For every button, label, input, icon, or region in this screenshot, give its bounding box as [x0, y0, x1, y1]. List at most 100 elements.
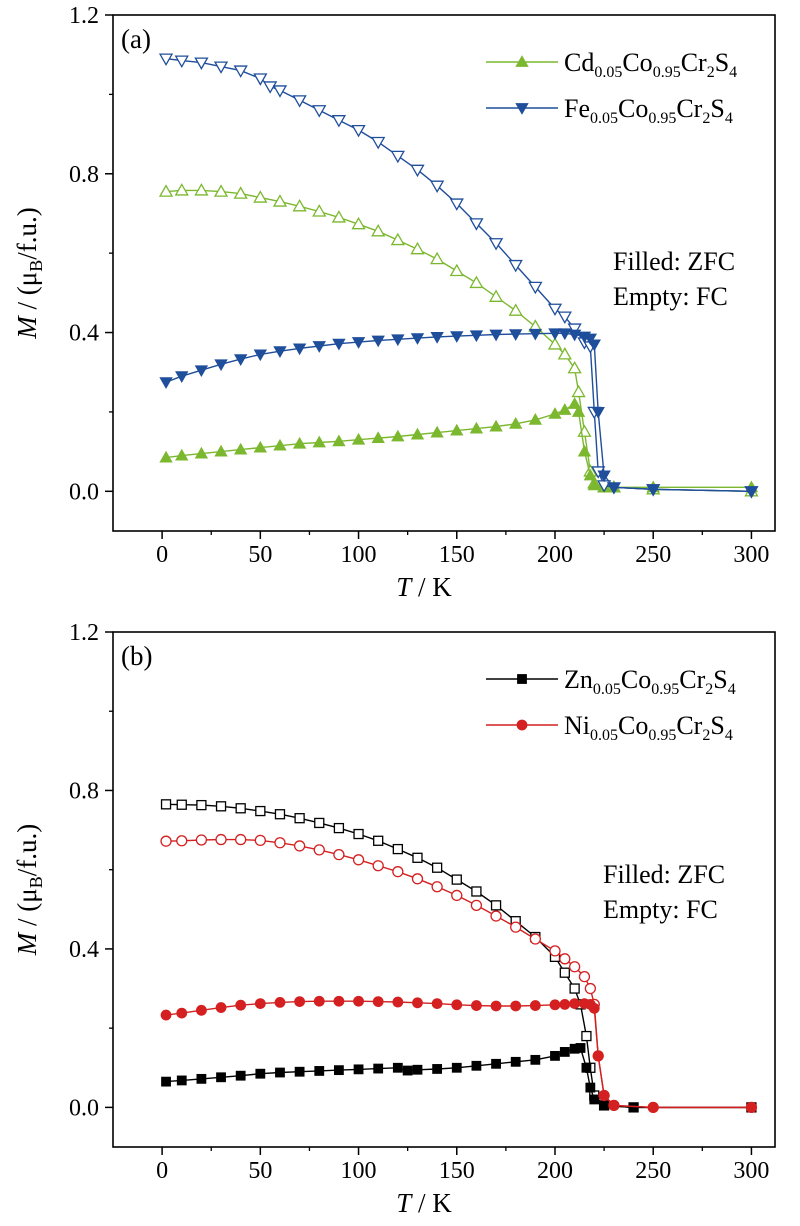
legend-text: S	[710, 711, 724, 740]
legend-text: S	[715, 48, 729, 77]
data-point-fc	[274, 809, 286, 820]
x-tick-label: 200	[537, 542, 573, 568]
data-point-zfc	[332, 338, 346, 351]
legend-text: Zn	[564, 665, 593, 694]
data-point-fc	[471, 886, 482, 897]
data-point-zfc	[550, 1050, 560, 1061]
data-point-zfc	[392, 996, 404, 1008]
y-axis-label-sub: B	[26, 260, 46, 272]
data-point-zfc	[294, 1066, 305, 1077]
chart-panel-b: 0 50 100 150 200 250 300 0.0 0.4 0.8 1.2 T / K M / (…	[12, 620, 776, 1218]
x-tick-label: 100	[341, 542, 377, 568]
data-point-zfc	[194, 365, 209, 378]
data-point-fc	[567, 360, 582, 374]
data-point-zfc	[353, 1064, 364, 1075]
data-point-fc	[547, 337, 563, 350]
data-point-fc	[333, 822, 345, 834]
series-1-zfc-line	[165, 332, 752, 492]
data-point-zfc	[235, 999, 247, 1011]
data-point-fc	[352, 854, 365, 866]
data-point-zfc	[392, 1062, 403, 1073]
data-point-zfc	[647, 1101, 659, 1113]
data-point-fc	[158, 184, 174, 197]
data-point-fc	[213, 184, 229, 197]
data-point-fc	[351, 124, 366, 138]
data-point-zfc	[402, 1065, 413, 1076]
y-tick-label: 0.4	[69, 321, 99, 347]
data-point-zfc	[351, 337, 366, 349]
data-point-fc	[160, 835, 172, 847]
data-point-fc	[253, 190, 268, 203]
data-point-zfc	[577, 444, 592, 457]
x-tick-label: 100	[341, 1158, 377, 1184]
y-axis-label: M / (μB/f.u.)	[12, 824, 46, 956]
legend-text: Cr	[676, 94, 702, 123]
data-point-zfc	[559, 1047, 570, 1057]
data-point-zfc	[591, 407, 605, 419]
legend-subscript: 2	[702, 727, 710, 744]
data-point-zfc	[353, 995, 364, 1007]
data-point-fc	[449, 263, 464, 277]
data-point-zfc	[530, 1054, 541, 1065]
data-point-zfc	[273, 438, 287, 451]
data-point-zfc	[559, 998, 571, 1010]
y-axis-label-var: M	[12, 315, 42, 340]
data-point-fc	[233, 65, 248, 78]
data-point-fc	[331, 115, 347, 128]
data-point-zfc	[589, 1094, 600, 1105]
legend-text: Cr	[679, 665, 705, 694]
y-axis-label-unit: / (μ	[12, 272, 42, 316]
series-1	[160, 833, 758, 1114]
data-point-fc	[410, 241, 425, 255]
data-point-zfc	[233, 442, 248, 455]
data-point-fc	[294, 813, 305, 824]
data-point-fc	[293, 840, 306, 852]
data-point-zfc	[528, 413, 543, 425]
x-tick-label: 250	[635, 1158, 671, 1184]
x-tick-label: 200	[537, 1158, 573, 1184]
data-point-fc	[176, 799, 187, 810]
legend-subscript: 4	[729, 64, 737, 81]
data-point-fc	[528, 281, 543, 295]
panel-label: (a)	[121, 24, 151, 54]
data-point-fc	[333, 848, 345, 861]
data-point-zfc	[412, 997, 423, 1009]
data-point-zfc	[529, 1000, 541, 1011]
series-0	[158, 183, 759, 497]
y-axis-label-end: /f.u.)	[12, 824, 42, 876]
data-point-zfc	[214, 444, 228, 457]
note-line-0: Filled: ZFC	[613, 247, 735, 276]
data-point-fc	[371, 136, 386, 150]
data-point-zfc	[583, 333, 598, 346]
data-point-zfc	[175, 448, 189, 461]
plot-frame	[112, 631, 776, 1148]
data-point-zfc	[410, 333, 425, 345]
note-line-1: Empty: FC	[603, 895, 718, 924]
data-point-zfc	[159, 450, 173, 463]
data-point-fc	[581, 1030, 592, 1042]
data-point-fc	[430, 251, 445, 265]
x-tick-label: 0	[156, 1158, 168, 1184]
legend-subscript: 2	[702, 110, 710, 127]
data-point-zfc	[509, 417, 523, 429]
data-point-zfc	[575, 1043, 586, 1053]
data-point-zfc	[548, 407, 562, 419]
data-point-zfc	[744, 486, 759, 499]
data-point-fc	[274, 837, 286, 849]
legend-label-1: Ni0.05Co0.95Cr2S4	[564, 711, 733, 744]
data-point-fc	[411, 873, 424, 885]
data-point-zfc	[558, 328, 572, 341]
series-0-zfc-line	[165, 1047, 752, 1109]
data-point-zfc	[216, 1072, 226, 1083]
data-point-fc	[549, 945, 561, 957]
data-point-zfc	[175, 371, 189, 384]
data-point-fc	[373, 835, 384, 846]
data-point-zfc	[215, 1002, 227, 1013]
data-point-zfc	[294, 996, 306, 1008]
data-point-zfc	[253, 349, 268, 362]
data-point-fc	[292, 199, 307, 212]
data-point-zfc	[571, 405, 586, 417]
data-point-zfc	[646, 484, 660, 497]
series-1	[158, 53, 759, 499]
data-point-fc	[215, 833, 227, 846]
